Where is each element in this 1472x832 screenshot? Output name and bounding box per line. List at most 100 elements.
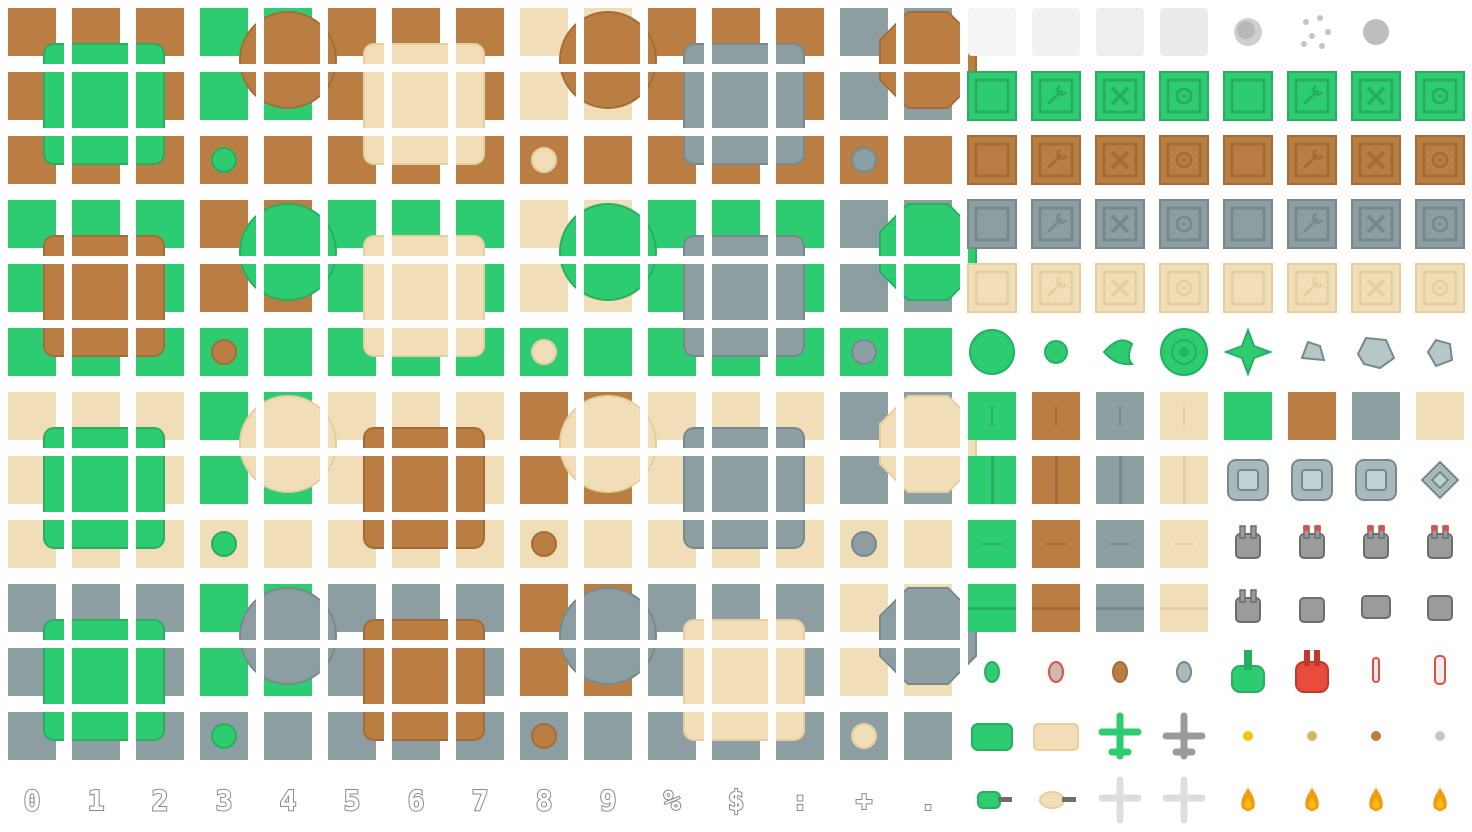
road-marking xyxy=(1110,543,1130,545)
plane-green-icon xyxy=(1098,712,1142,760)
crate-frame xyxy=(1102,206,1138,242)
grid-gap xyxy=(0,768,960,776)
terrain-dot-dirt xyxy=(211,339,237,365)
road-marking xyxy=(1032,607,1080,610)
burst-icon xyxy=(1363,19,1389,45)
fire-core xyxy=(1372,798,1380,809)
terrain-patch-stone xyxy=(683,235,805,357)
terrain-tile xyxy=(904,520,952,568)
road-marking xyxy=(1183,456,1186,504)
cannon-barrel xyxy=(998,797,1012,802)
terrain-tile xyxy=(520,264,568,312)
grid-gap xyxy=(0,704,960,712)
turret-base-core xyxy=(1301,469,1323,491)
debris-icon xyxy=(1303,19,1309,25)
grid-gap xyxy=(0,448,960,456)
target-icon xyxy=(1175,215,1193,233)
terrain-tile xyxy=(520,392,568,440)
rocket-turret-icon xyxy=(1427,533,1453,559)
fire-core xyxy=(1244,798,1252,809)
road-marking xyxy=(1055,406,1057,426)
turret-icon xyxy=(1235,533,1261,559)
terrain-tile xyxy=(200,200,248,248)
grid-gap xyxy=(0,64,960,72)
glyph-2: 2 xyxy=(151,783,170,818)
target-icon xyxy=(1438,286,1442,290)
cross-icon xyxy=(1367,215,1385,233)
crate-frame xyxy=(1294,78,1330,114)
crate-frame xyxy=(1102,142,1138,178)
terrain-tile xyxy=(584,520,632,568)
rocket-turret-icon xyxy=(1363,533,1389,559)
road-marking xyxy=(1046,543,1066,545)
crate-frame xyxy=(1422,142,1458,178)
cross-icon xyxy=(1111,87,1129,105)
turret-body xyxy=(1361,595,1391,619)
terrain-sample-sand xyxy=(1416,392,1464,440)
wrench-icon xyxy=(1047,85,1067,105)
turret-icon-barrel xyxy=(1239,589,1246,603)
target-icon xyxy=(1175,87,1193,105)
turret-body xyxy=(1299,597,1325,623)
terrain-tile xyxy=(584,328,632,376)
terrain-dot-sand xyxy=(851,723,877,749)
crate-frame xyxy=(1230,78,1266,114)
terrain-patch-sand xyxy=(363,235,485,357)
truck-sand-icon xyxy=(1033,723,1079,751)
terrain-tile xyxy=(200,648,248,696)
crate-frame xyxy=(974,78,1010,114)
terrain-dot-dirt xyxy=(531,723,557,749)
target-icon xyxy=(1182,222,1186,226)
road-marking xyxy=(968,607,1016,610)
coin-bronze-icon xyxy=(1371,731,1381,741)
terrain-tile xyxy=(520,200,568,248)
star-plant xyxy=(1223,327,1273,377)
smoke-tile xyxy=(1160,8,1208,56)
terrain-tile xyxy=(520,72,568,120)
crate-frame xyxy=(1294,206,1330,242)
cross-icon xyxy=(1367,279,1385,297)
grid-gap xyxy=(0,640,960,648)
target-icon xyxy=(1182,158,1186,162)
terrain-tile xyxy=(520,456,568,504)
wrench-icon xyxy=(1047,213,1067,233)
debris-icon xyxy=(1317,15,1323,21)
terrain-tile xyxy=(200,8,248,56)
debris-icon xyxy=(1325,29,1331,35)
wrench-icon xyxy=(1303,85,1323,105)
jeep-green-icon xyxy=(971,723,1013,751)
plane-shadow-icon xyxy=(1098,776,1142,824)
crate-frame xyxy=(1422,206,1458,242)
tank-red-icon xyxy=(1295,661,1329,693)
soldier-red-icon xyxy=(1048,661,1064,683)
terrain-tile xyxy=(584,712,632,760)
glyph-3: 3 xyxy=(215,783,234,818)
crate-frame xyxy=(1102,78,1138,114)
terrain-tile xyxy=(264,520,312,568)
target-icon xyxy=(1431,279,1449,297)
leaf-icon xyxy=(1102,339,1135,366)
cross-icon xyxy=(1367,87,1385,105)
terrain-tile xyxy=(904,328,952,376)
rocket-tip xyxy=(1315,525,1321,531)
crate-frame xyxy=(1358,206,1394,242)
small-bush xyxy=(1044,340,1068,364)
grid-gap xyxy=(0,256,960,264)
road-marking xyxy=(1119,406,1121,426)
turret-icon-barrel xyxy=(1250,525,1257,539)
wrench-icon xyxy=(1303,277,1323,297)
smoke-tile xyxy=(968,8,1016,56)
target-icon xyxy=(1182,94,1186,98)
rock-small xyxy=(1300,340,1326,362)
grid-gap xyxy=(0,0,960,8)
plane-shadow-icon xyxy=(1162,776,1206,824)
tank-barrel xyxy=(1304,650,1310,666)
glyph-13: + xyxy=(855,783,874,818)
road-marking xyxy=(1055,456,1058,504)
rocket-tip xyxy=(1431,525,1437,531)
glyph-9: 9 xyxy=(599,783,618,818)
tank-barrel xyxy=(1244,650,1252,670)
crate-frame xyxy=(1422,78,1458,114)
turret-base-core xyxy=(1365,469,1387,491)
